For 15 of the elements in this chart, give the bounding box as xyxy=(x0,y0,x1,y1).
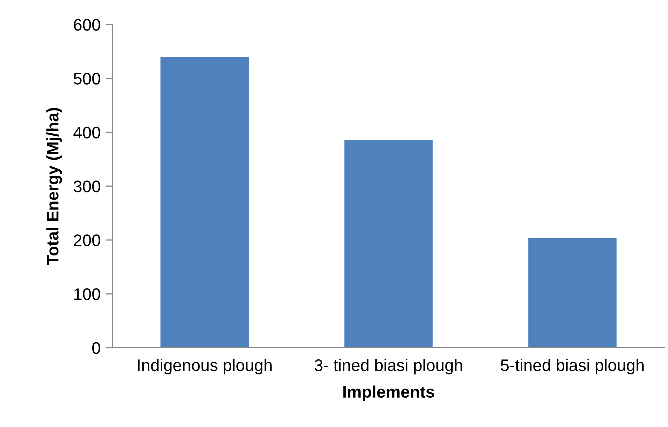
bar xyxy=(160,57,249,348)
x-tick-label: Indigenous plough xyxy=(138,359,272,375)
x-axis-title: Implements xyxy=(344,386,434,402)
x-tick-label: 5-tined biasi plough xyxy=(501,359,644,375)
x-tick-label: 3- tined biasi plough xyxy=(314,359,462,375)
y-tick-label: 500 xyxy=(74,73,100,85)
y-axis-title: Total Energy (Mj/ha) xyxy=(46,108,62,266)
bar xyxy=(344,140,433,348)
y-tick-label: 300 xyxy=(74,180,100,193)
y-tick-label: 100 xyxy=(74,288,100,300)
y-tick-label: 0 xyxy=(92,342,100,354)
y-tick-label: 200 xyxy=(74,234,100,246)
bar xyxy=(528,238,617,348)
y-tick-label: 600 xyxy=(74,19,100,31)
y-tick-label: 400 xyxy=(74,126,100,139)
